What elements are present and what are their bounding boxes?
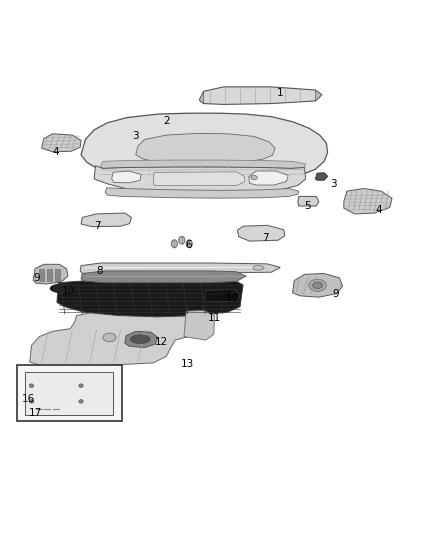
- Polygon shape: [101, 160, 306, 168]
- Ellipse shape: [313, 282, 322, 288]
- Polygon shape: [80, 263, 280, 274]
- Polygon shape: [94, 166, 306, 194]
- Polygon shape: [315, 173, 328, 180]
- FancyBboxPatch shape: [25, 372, 113, 415]
- Ellipse shape: [254, 93, 262, 98]
- Polygon shape: [39, 269, 44, 280]
- Text: 13: 13: [181, 359, 194, 369]
- Text: 9: 9: [33, 273, 40, 283]
- Polygon shape: [81, 113, 328, 182]
- Polygon shape: [249, 171, 288, 185]
- Polygon shape: [47, 269, 52, 280]
- Text: 10: 10: [62, 286, 75, 296]
- Polygon shape: [205, 289, 240, 302]
- Ellipse shape: [79, 400, 83, 403]
- Polygon shape: [293, 273, 343, 297]
- Text: 11: 11: [208, 313, 221, 323]
- Ellipse shape: [53, 286, 71, 291]
- Text: 7: 7: [262, 232, 269, 243]
- Text: 9: 9: [332, 289, 339, 299]
- Text: 4: 4: [375, 205, 382, 215]
- Polygon shape: [173, 113, 182, 116]
- Polygon shape: [55, 269, 60, 280]
- Polygon shape: [124, 126, 135, 134]
- Text: 4: 4: [53, 147, 60, 157]
- Ellipse shape: [103, 333, 116, 342]
- Polygon shape: [315, 90, 322, 101]
- Polygon shape: [125, 332, 158, 348]
- FancyBboxPatch shape: [17, 366, 122, 421]
- Text: 5: 5: [304, 201, 311, 212]
- Ellipse shape: [29, 384, 34, 387]
- Text: 7: 7: [94, 221, 101, 231]
- Polygon shape: [237, 225, 285, 241]
- Polygon shape: [33, 264, 68, 284]
- Polygon shape: [57, 281, 243, 317]
- Ellipse shape: [179, 236, 185, 244]
- Polygon shape: [344, 189, 392, 214]
- Polygon shape: [184, 310, 215, 340]
- Text: 6: 6: [185, 240, 192, 249]
- Text: 3: 3: [132, 131, 139, 141]
- Ellipse shape: [253, 265, 264, 270]
- Text: 8: 8: [96, 266, 103, 276]
- Polygon shape: [153, 172, 244, 185]
- Ellipse shape: [309, 279, 326, 292]
- Ellipse shape: [251, 175, 257, 180]
- Ellipse shape: [186, 240, 192, 248]
- Text: 10: 10: [226, 293, 239, 303]
- Polygon shape: [136, 133, 275, 164]
- Polygon shape: [81, 271, 246, 282]
- Polygon shape: [105, 188, 299, 198]
- Polygon shape: [298, 197, 319, 206]
- Ellipse shape: [171, 240, 177, 248]
- Ellipse shape: [50, 284, 74, 293]
- Text: 3: 3: [330, 179, 337, 189]
- Text: 1: 1: [277, 87, 284, 98]
- Polygon shape: [155, 115, 198, 127]
- Text: 17: 17: [28, 408, 42, 418]
- Polygon shape: [30, 310, 202, 366]
- Text: 16: 16: [22, 394, 35, 404]
- Ellipse shape: [79, 384, 83, 387]
- Polygon shape: [199, 91, 204, 103]
- Polygon shape: [81, 213, 131, 227]
- Text: 12: 12: [155, 337, 168, 348]
- Polygon shape: [112, 171, 141, 183]
- Polygon shape: [42, 134, 81, 152]
- Text: 2: 2: [163, 116, 170, 126]
- Ellipse shape: [131, 335, 150, 344]
- Ellipse shape: [29, 400, 34, 403]
- Polygon shape: [199, 87, 322, 104]
